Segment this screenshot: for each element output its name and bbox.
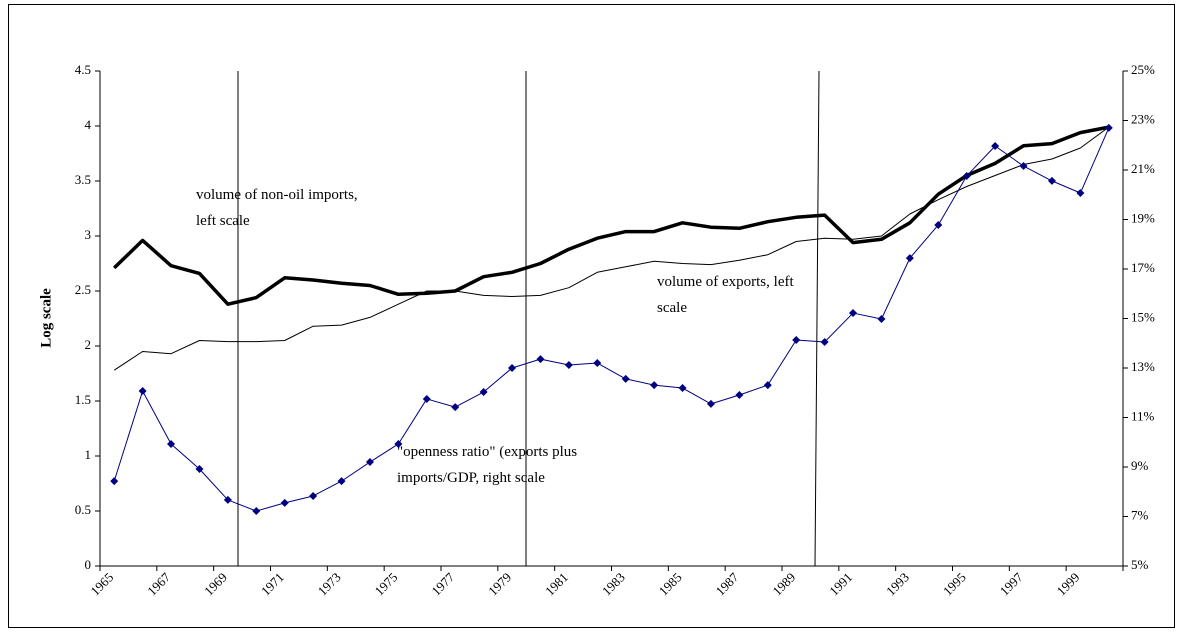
y2-tick-label: 15%	[1131, 309, 1155, 324]
y2-tick-label: 19%	[1131, 210, 1155, 225]
annotation: volume of exports, left	[657, 274, 794, 290]
y2-tick-label: 5%	[1131, 557, 1149, 572]
y-tick-label: 3	[85, 227, 92, 242]
y2-tick-label: 21%	[1131, 161, 1155, 176]
annotation: left scale	[196, 213, 250, 229]
series-marker	[564, 361, 573, 370]
series-marker	[934, 220, 943, 229]
series-line	[113, 126, 1110, 371]
y-tick-label: 4.5	[75, 62, 91, 77]
series-marker	[422, 394, 431, 403]
annotation: scale	[657, 300, 687, 316]
y2-tick-label: 13%	[1131, 359, 1155, 374]
annotation: "openness ratio" (exports plus	[397, 444, 577, 460]
series-marker	[849, 309, 858, 318]
series-marker	[1047, 176, 1056, 185]
annotation: volume of non-oil imports,	[196, 187, 358, 203]
y-tick-label: 3.5	[75, 172, 91, 187]
y2-tick-label: 17%	[1131, 260, 1155, 275]
y2-tick-label: 11%	[1131, 408, 1155, 423]
y-tick-label: 0.5	[75, 502, 91, 517]
series-marker	[536, 355, 545, 364]
y-tick-label: 1	[85, 447, 92, 462]
series-marker	[905, 254, 914, 263]
y2-tick-label: 7%	[1131, 507, 1149, 522]
series-marker	[763, 381, 772, 390]
y-axis-label: Log scale	[38, 288, 54, 348]
series-marker	[252, 507, 261, 516]
series-marker	[650, 381, 659, 390]
y-tick-label: 2	[85, 337, 92, 352]
series-marker	[991, 141, 1000, 150]
series-marker	[167, 439, 176, 448]
y2-tick-label: 25%	[1131, 62, 1155, 77]
series-marker	[195, 464, 204, 473]
series-marker	[365, 458, 374, 467]
annotation: imports/GDP, right scale	[397, 470, 545, 486]
series-marker	[792, 336, 801, 345]
series-marker	[678, 384, 687, 393]
series-marker	[223, 495, 232, 504]
y-tick-label: 1.5	[75, 392, 91, 407]
series-marker	[451, 403, 460, 412]
y-tick-label: 4	[85, 117, 92, 132]
series-marker	[593, 359, 602, 368]
chart-border	[8, 4, 1175, 628]
series-marker	[1104, 123, 1113, 132]
y2-tick-label: 23%	[1131, 111, 1155, 126]
series-marker	[1019, 162, 1028, 171]
series-marker	[962, 171, 971, 180]
series-marker	[1076, 189, 1085, 198]
period-divider	[814, 70, 820, 567]
series-line	[112, 125, 1110, 306]
y-tick-label: 2.5	[75, 282, 91, 297]
series-marker	[309, 491, 318, 500]
series-marker	[479, 388, 488, 397]
series-marker	[138, 387, 147, 396]
series-marker	[820, 338, 829, 347]
series-marker	[394, 439, 403, 448]
series-marker	[877, 314, 886, 323]
y-tick-label: 0	[85, 557, 92, 572]
series-marker	[621, 374, 630, 383]
series-marker	[735, 390, 744, 399]
series-line	[113, 127, 1110, 512]
series-marker	[706, 399, 715, 408]
series-marker	[508, 364, 517, 372]
series-marker	[280, 498, 289, 507]
y2-tick-label: 9%	[1131, 458, 1149, 473]
series-marker	[110, 477, 119, 486]
series-marker	[337, 477, 346, 486]
